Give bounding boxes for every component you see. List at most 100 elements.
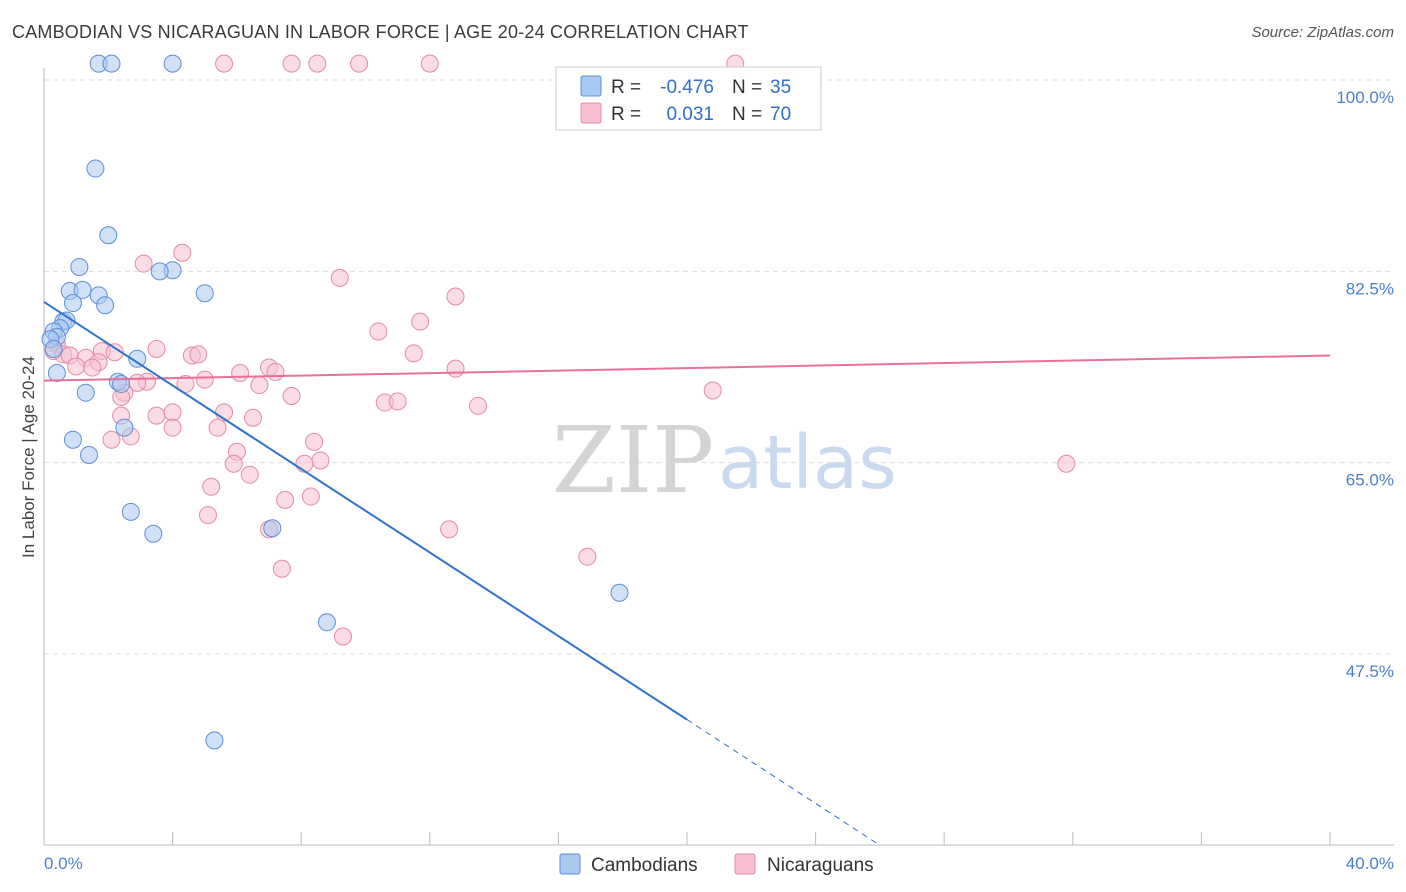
cambodian-point-30	[144, 524, 163, 543]
cambodian-point-12	[63, 294, 82, 313]
cambodian-point-9	[73, 280, 92, 299]
nicaraguan-point-56	[240, 465, 259, 484]
x-tick-label-max: 40.0%	[1346, 854, 1394, 873]
nicaraguan-point-33	[250, 376, 269, 395]
nicaraguan-point-44	[163, 403, 182, 422]
series-legend: Cambodians Nicaraguans	[559, 853, 874, 876]
series-legend-label-nicaraguans: Nicaraguans	[767, 855, 874, 876]
nicaraguan-point-64	[578, 547, 597, 566]
cambodian-point-3	[86, 159, 105, 178]
series-legend-swatch-cambodians	[559, 853, 581, 875]
nicaraguan-point-8	[330, 268, 349, 287]
legend-r-value-nicaraguans: 0.031	[666, 104, 714, 125]
series-legend-swatch-nicaraguans	[734, 853, 756, 875]
nicaraguan-point-10	[411, 312, 430, 331]
nicaraguan-point-37	[282, 386, 301, 405]
nicaraguan-point-19	[147, 339, 166, 358]
nicaraguan-point-53	[224, 454, 243, 473]
nicaraguan-point-55	[295, 454, 314, 473]
watermark-zip: ZIP	[552, 407, 714, 514]
nicaraguan-point-59	[301, 487, 320, 506]
gridlines	[44, 79, 1394, 655]
nicaraguan-point-4	[420, 54, 439, 73]
nicaraguan-point-66	[333, 627, 352, 646]
trend-lines	[43, 301, 1331, 846]
series-legend-label-cambodians: Cambodians	[591, 855, 698, 876]
nicaraguan-point-54	[311, 451, 330, 470]
legend-n-value-nicaraguans: 70	[770, 104, 791, 125]
y-axis-label: In Labor Force | Age 20-24	[19, 356, 38, 558]
cambodian-point-24	[112, 374, 131, 393]
trend-line-cambodians	[43, 301, 688, 721]
cambodian-point-28	[80, 446, 99, 465]
nicaraguan-point-43	[147, 406, 166, 425]
y-axis-tick-labels: 47.5% 65.0% 82.5% 100.0%	[1336, 88, 1394, 681]
nicaraguan-point-1	[282, 54, 301, 73]
cambodian-point-26	[115, 418, 134, 437]
chart-title: CAMBODIAN VS NICARAGUAN IN LABOR FORCE |…	[12, 22, 749, 42]
cambodian-point-2	[163, 54, 182, 73]
legend-r-value-cambodians: -0.476	[660, 77, 714, 98]
watermark-atlas: atlas	[718, 420, 897, 506]
y-tick-label-1: 65.0%	[1346, 471, 1394, 490]
legend-r-label-nicaraguans: R =	[611, 104, 641, 125]
nicaraguan-point-21	[189, 345, 208, 364]
cambodian-points	[41, 54, 629, 750]
nicaraguan-point-48	[163, 418, 182, 437]
y-tick-label-2: 82.5%	[1346, 279, 1394, 298]
nicaraguan-point-11	[369, 322, 388, 341]
nicaraguan-point-27	[266, 362, 285, 381]
cambodian-point-25	[76, 383, 95, 402]
nicaraguan-point-22	[404, 344, 423, 363]
nicaraguan-point-23	[67, 357, 86, 376]
nicaraguan-points	[44, 54, 1076, 646]
nicaraguan-point-51	[305, 432, 324, 451]
stats-legend: R = -0.476 N = 35 R = 0.031 N = 70	[555, 66, 822, 131]
cambodian-point-13	[96, 296, 115, 315]
cambodian-point-5	[70, 257, 89, 276]
nicaraguan-point-63	[440, 520, 459, 539]
legend-n-value-cambodians: 35	[770, 77, 791, 98]
y-tick-label-3: 100.0%	[1336, 88, 1394, 107]
cambodian-point-31	[263, 519, 282, 538]
nicaraguan-point-60	[276, 490, 295, 509]
source-credit: Source: ZipAtlas.com	[1251, 24, 1394, 41]
nicaraguan-point-39	[388, 392, 407, 411]
legend-r-label-cambodians: R =	[611, 77, 641, 98]
nicaraguan-point-0	[215, 54, 234, 73]
nicaraguan-point-61	[198, 506, 217, 525]
cambodian-point-22	[47, 364, 66, 383]
nicaraguan-point-3	[350, 54, 369, 73]
legend-n-label-cambodians: N =	[732, 77, 762, 98]
nicaraguan-point-40	[469, 396, 488, 415]
cambodian-point-33	[317, 613, 336, 632]
cambodian-point-20	[44, 339, 63, 358]
legend-n-label-nicaraguans: N =	[732, 104, 762, 125]
nicaraguan-point-32	[231, 364, 250, 383]
x-axis-ticks	[43, 832, 1331, 845]
nicaraguan-point-50	[102, 430, 121, 449]
nicaraguan-point-2	[308, 54, 327, 73]
nicaraguan-point-34	[446, 359, 465, 378]
nicaraguan-point-6	[173, 243, 192, 262]
y-tick-label-0: 47.5%	[1346, 662, 1394, 681]
x-tick-label-min: 0.0%	[44, 854, 83, 873]
nicaraguan-point-29	[176, 374, 195, 393]
trend-line-nicaraguans	[43, 354, 1331, 382]
cambodian-point-29	[121, 502, 140, 521]
cambodian-point-32	[610, 583, 629, 602]
cambodian-point-1	[102, 54, 121, 73]
nicaraguan-point-47	[208, 418, 227, 437]
nicaraguan-point-65	[272, 559, 291, 578]
nicaraguan-point-25	[83, 358, 102, 377]
cambodian-point-21	[128, 349, 147, 368]
cambodian-point-11	[195, 284, 214, 303]
legend-swatch-nicaraguans	[580, 102, 602, 124]
cambodian-point-27	[63, 430, 82, 449]
trend-line-cambodians-extension	[686, 719, 881, 846]
cambodian-point-34	[205, 731, 224, 750]
nicaraguan-point-7	[134, 254, 153, 273]
nicaraguan-point-41	[703, 381, 722, 400]
nicaraguan-point-57	[1057, 454, 1076, 473]
